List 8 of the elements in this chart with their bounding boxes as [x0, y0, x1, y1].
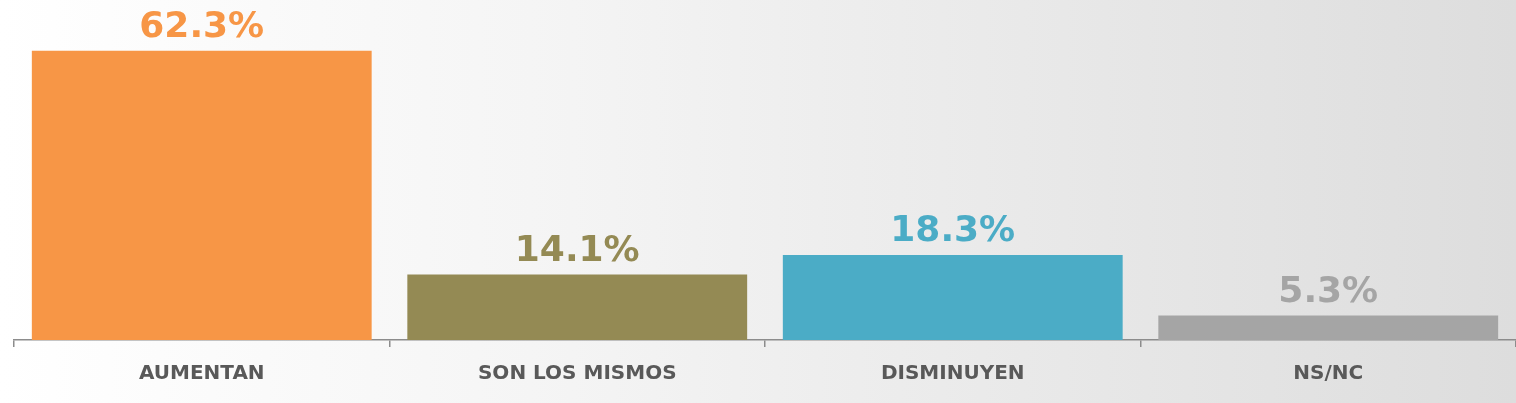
data-label: 62.3% — [139, 4, 265, 45]
x-tick-label: NS/NC — [1293, 360, 1364, 385]
data-label: 18.3% — [890, 208, 1016, 250]
x-tick-label: AUMENTAN — [138, 360, 265, 385]
data-label: 5.3% — [1278, 268, 1379, 310]
x-tick-label: SON LOS MISMOS — [477, 360, 677, 385]
data-label: 14.1% — [514, 227, 640, 269]
x-tick-label: DISMINUYEN — [880, 360, 1025, 385]
